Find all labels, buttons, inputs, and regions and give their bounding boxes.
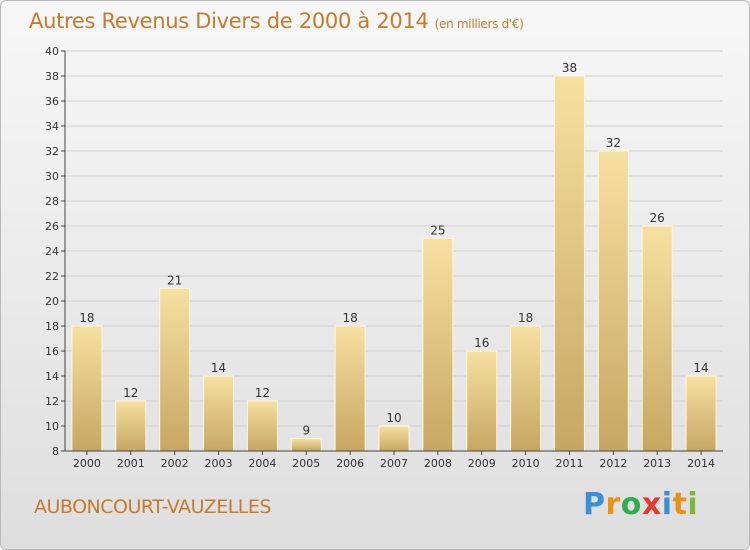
chart-unit: (en milliers d'€) xyxy=(434,17,524,31)
x-tick-label: 2001 xyxy=(117,457,145,470)
y-tick-label: 30 xyxy=(45,170,59,183)
chart-title: Autres Revenus Divers de 2000 à 2014 (en … xyxy=(29,9,524,33)
bar-2010 xyxy=(510,325,542,452)
logo-letter: o xyxy=(620,487,642,522)
commune-name: AUBONCOURT-VAUZELLES xyxy=(34,496,271,518)
data-label: 32 xyxy=(606,136,621,150)
y-tick-label: 10 xyxy=(45,420,59,433)
logo-letter: i xyxy=(661,487,673,522)
x-tick-label: 2005 xyxy=(292,457,320,470)
x-tick-label: 2011 xyxy=(555,457,583,470)
x-tick-label: 2008 xyxy=(424,457,452,470)
x-tick-label: 2012 xyxy=(599,457,627,470)
bar-2011 xyxy=(553,75,585,452)
y-tick-label: 8 xyxy=(52,445,59,458)
y-tick-label: 24 xyxy=(45,245,59,258)
x-tick-label: 2009 xyxy=(468,457,496,470)
y-tick-label: 16 xyxy=(45,345,59,358)
data-label: 12 xyxy=(123,386,138,400)
x-tick-label: 2002 xyxy=(161,457,189,470)
logo-letter: x xyxy=(641,487,662,522)
x-tick-label: 2014 xyxy=(687,457,715,470)
x-tick-label: 2006 xyxy=(336,457,364,470)
data-label: 18 xyxy=(342,311,357,325)
bar-2000 xyxy=(71,325,103,452)
bar-2009 xyxy=(466,350,498,452)
bar-2006 xyxy=(334,325,366,452)
y-tick-label: 20 xyxy=(45,295,59,308)
y-tick-label: 38 xyxy=(45,70,59,83)
bar-2013 xyxy=(641,225,673,452)
bar-2003 xyxy=(203,375,235,452)
data-label: 38 xyxy=(562,61,577,75)
proxiti-logo: Proxiti xyxy=(583,487,698,522)
data-label: 21 xyxy=(167,274,182,288)
x-tick-label: 2004 xyxy=(248,457,276,470)
data-label: 18 xyxy=(518,311,533,325)
x-tick-label: 2010 xyxy=(512,457,540,470)
x-tick-label: 2007 xyxy=(380,457,408,470)
bar-2012 xyxy=(597,150,629,452)
bar-2005 xyxy=(290,438,322,452)
logo-letter: t xyxy=(672,487,688,522)
y-tick-label: 22 xyxy=(45,270,59,283)
data-label: 26 xyxy=(650,211,665,225)
y-tick-label: 32 xyxy=(45,145,59,158)
logo-letter: P xyxy=(583,487,606,522)
data-label: 9 xyxy=(302,424,310,438)
data-label: 12 xyxy=(255,386,270,400)
bar-2008 xyxy=(422,238,454,452)
bar-2007 xyxy=(378,425,410,452)
data-label: 10 xyxy=(386,411,401,425)
bar-2014 xyxy=(685,375,717,452)
y-tick-label: 28 xyxy=(45,195,59,208)
y-tick-label: 18 xyxy=(45,320,59,333)
y-tick-label: 36 xyxy=(45,95,59,108)
y-tick-label: 34 xyxy=(45,120,59,133)
y-tick-label: 26 xyxy=(45,220,59,233)
bar-2004 xyxy=(246,400,278,452)
data-label: 14 xyxy=(693,361,708,375)
y-tick-label: 14 xyxy=(45,370,59,383)
data-label: 14 xyxy=(211,361,226,375)
bar-2002 xyxy=(159,288,191,452)
x-tick-label: 2000 xyxy=(73,457,101,470)
bar-2001 xyxy=(115,400,147,452)
data-label: 18 xyxy=(79,311,94,325)
x-tick-label: 2013 xyxy=(643,457,671,470)
x-tick-label: 2003 xyxy=(205,457,233,470)
logo-letter: r xyxy=(605,487,621,522)
data-label: 16 xyxy=(474,336,489,350)
y-tick-label: 12 xyxy=(45,395,59,408)
y-tick-label: 40 xyxy=(45,45,59,58)
data-label: 25 xyxy=(430,224,445,238)
logo-letter: i xyxy=(687,487,699,522)
